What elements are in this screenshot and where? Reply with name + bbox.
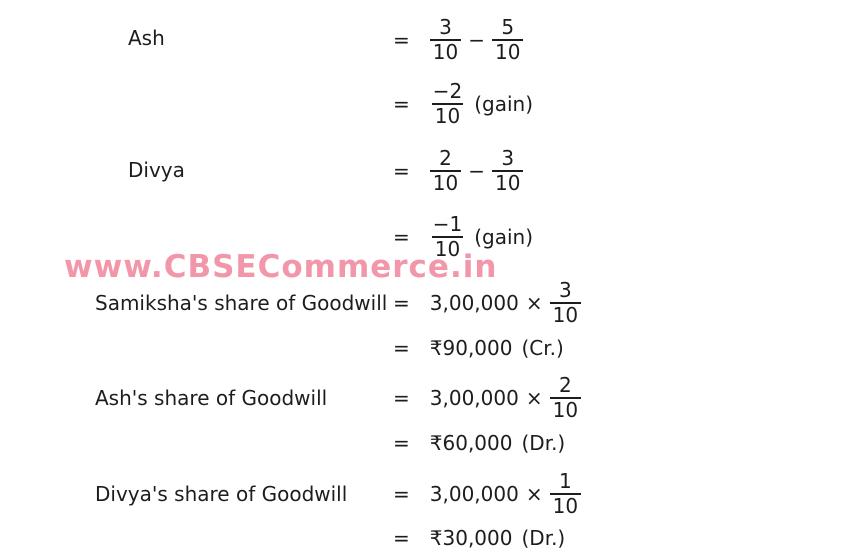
minus-operator: −	[468, 28, 485, 52]
equation-line: = 2 10 − 3 10	[393, 146, 524, 195]
amount-text: 3,00,000	[429, 386, 519, 410]
equals-sign: =	[393, 431, 410, 455]
gain-note: (gain)	[474, 92, 534, 116]
fraction: −2 10	[430, 80, 465, 128]
fraction-denominator: 10	[431, 236, 464, 261]
equation-line: = 3,00,000 × 3 10	[393, 278, 582, 327]
multiply-operator: ×	[525, 482, 543, 506]
fraction-numerator: 3	[439, 15, 452, 39]
fraction: 3 10	[429, 15, 462, 64]
equals-sign: =	[393, 386, 410, 410]
watermark-text: www.CBSECommerce.in	[64, 249, 498, 285]
fraction: 3 10	[491, 146, 524, 195]
multiply-operator: ×	[525, 386, 543, 410]
equation-line: = 3,00,000 × 2 10	[393, 373, 582, 422]
result-note: (Cr.)	[521, 336, 564, 360]
result-amount: ₹90,000	[429, 336, 513, 360]
section-label-samiksha-goodwill: Samiksha's share of Goodwill	[95, 291, 388, 315]
result-amount: ₹60,000	[429, 431, 513, 455]
equation-line: = ₹60,000 (Dr.)	[393, 431, 565, 455]
fraction: 1 10	[549, 469, 582, 518]
amount-text: 3,00,000	[429, 482, 519, 506]
amount-text: 3,00,000	[429, 291, 519, 315]
fraction-denominator: 10	[549, 397, 582, 422]
result-note: (Dr.)	[521, 431, 566, 455]
fraction-numerator: 1	[558, 469, 572, 493]
result-note: (Dr.)	[521, 526, 566, 550]
fraction-numerator: 2	[439, 146, 452, 170]
equals-sign: =	[393, 291, 410, 315]
fraction-numerator: −1	[432, 212, 463, 236]
equation-line: = 3 10 − 5 10	[393, 15, 524, 64]
section-label-divya: Divya	[128, 158, 185, 182]
section-label-ash: Ash	[128, 26, 165, 50]
fraction-denominator: 10	[431, 103, 464, 128]
fraction-denominator: 10	[549, 302, 582, 327]
equals-sign: =	[393, 482, 410, 506]
fraction: 3 10	[549, 278, 582, 327]
fraction-numerator: 3	[558, 278, 572, 302]
fraction-denominator: 10	[491, 39, 524, 64]
equation-line: = ₹30,000 (Dr.)	[393, 526, 565, 550]
equation-line: = −1 10 (gain)	[393, 213, 533, 261]
fraction-numerator: 3	[501, 146, 515, 170]
fraction: 2 10	[429, 146, 462, 195]
fraction-denominator: 10	[549, 493, 582, 518]
equals-sign: =	[393, 159, 410, 183]
equation-line: = −2 10 (gain)	[393, 80, 533, 128]
equals-sign: =	[393, 225, 410, 249]
fraction-numerator: 2	[558, 373, 572, 397]
fraction: 5 10	[491, 15, 524, 64]
fraction: 2 10	[549, 373, 582, 422]
fraction: −1 10	[430, 213, 465, 261]
equation-line: = 3,00,000 × 1 10	[393, 469, 582, 518]
fraction-numerator: −2	[432, 79, 463, 103]
minus-operator: −	[468, 159, 485, 183]
fraction-numerator: 5	[501, 15, 515, 39]
section-label-ash-goodwill: Ash's share of Goodwill	[95, 386, 328, 410]
equals-sign: =	[393, 28, 410, 52]
multiply-operator: ×	[525, 291, 543, 315]
equation-line: = ₹90,000 (Cr.)	[393, 336, 564, 360]
gain-note: (gain)	[474, 225, 534, 249]
equals-sign: =	[393, 336, 410, 360]
equals-sign: =	[393, 526, 410, 550]
fraction-denominator: 10	[429, 170, 462, 195]
fraction-denominator: 10	[429, 39, 462, 64]
equals-sign: =	[393, 92, 410, 116]
section-label-divya-goodwill: Divya's share of Goodwill	[95, 482, 348, 506]
fraction-denominator: 10	[491, 170, 524, 195]
result-amount: ₹30,000	[429, 526, 513, 550]
